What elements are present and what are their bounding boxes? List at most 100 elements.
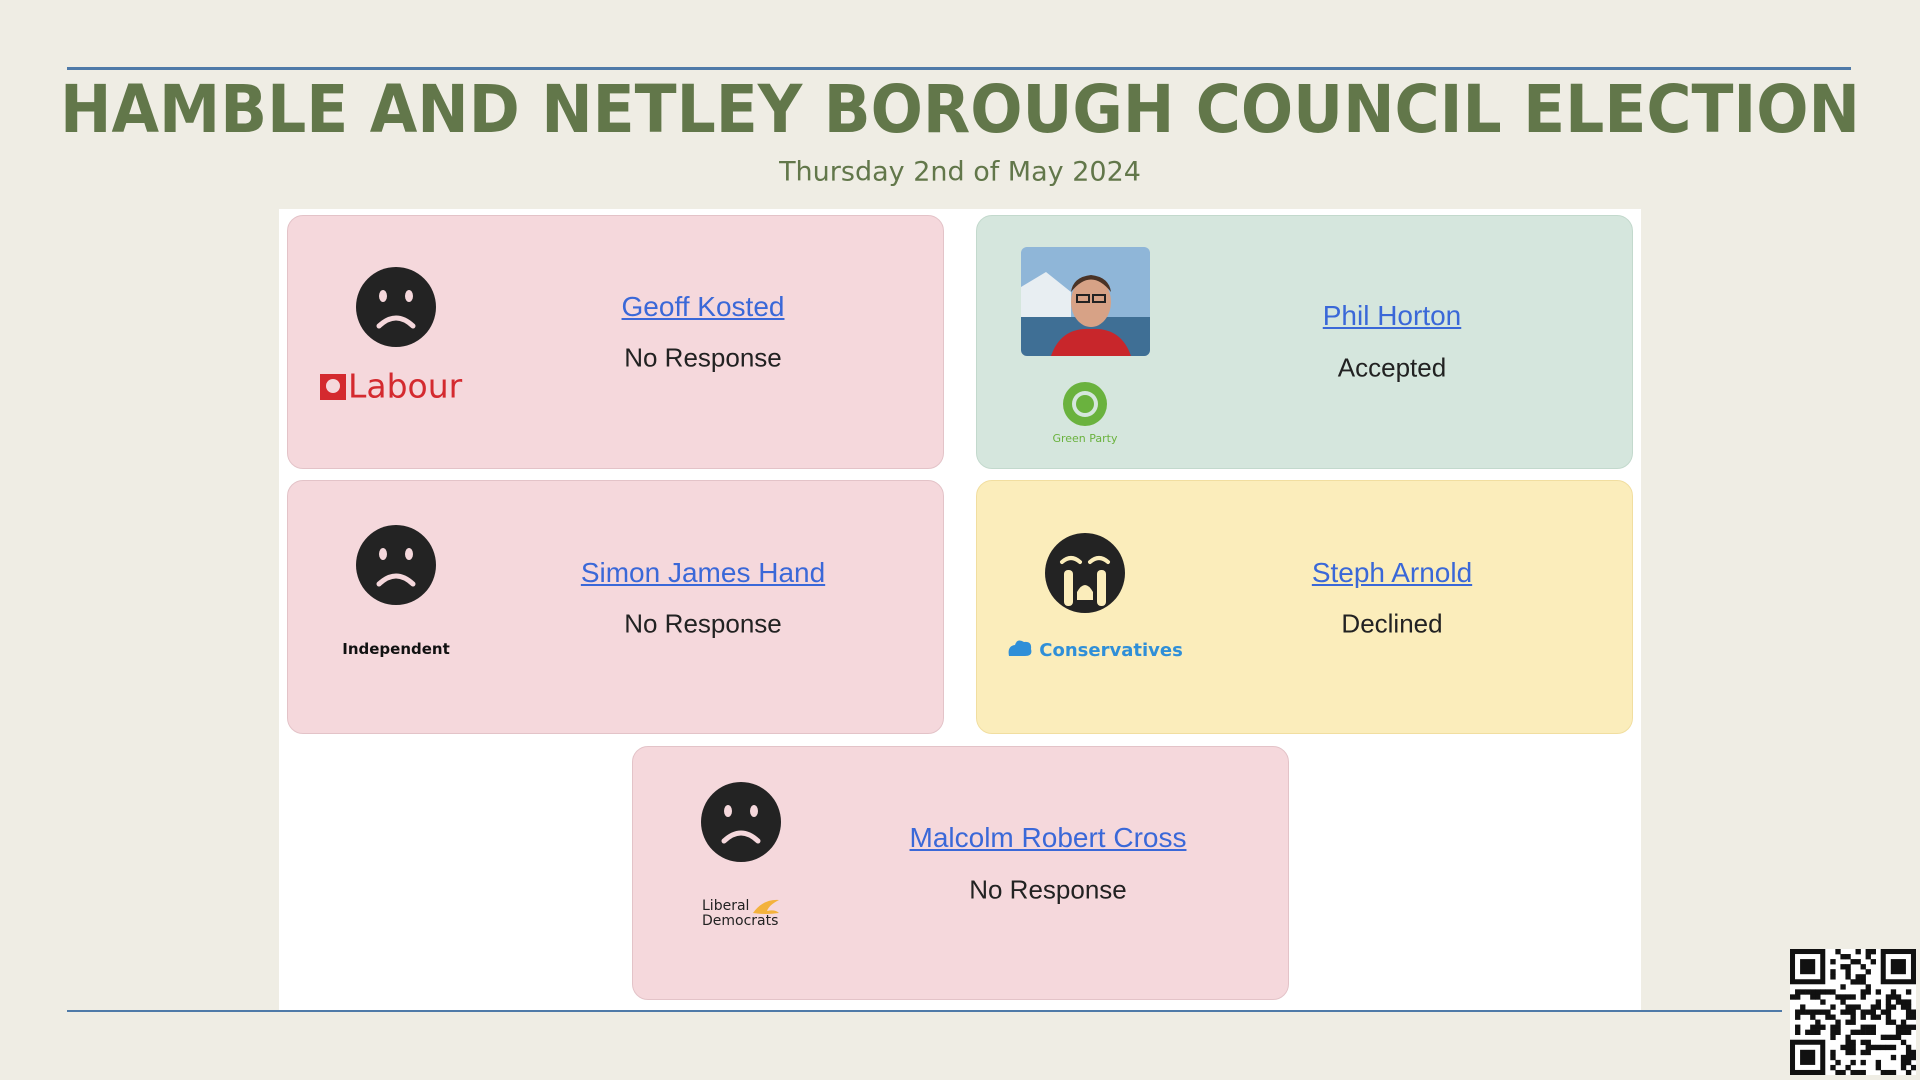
qr-module <box>1905 989 1912 995</box>
qr-module <box>1860 1039 1866 1046</box>
candidate-name[interactable]: Malcolm Robert Cross <box>909 822 1187 853</box>
qr-module <box>1910 1054 1916 1061</box>
qr-module <box>1835 994 1841 1000</box>
qr-module <box>1800 989 1806 995</box>
candidate-status: No Response <box>624 342 782 373</box>
qr-module <box>1795 1029 1801 1035</box>
qr-module <box>1845 964 1851 970</box>
qr-module <box>1850 959 1856 965</box>
header: HAMBLE AND NETLEY BOROUGH COUNCIL ELECTI… <box>60 72 1860 188</box>
qr-module <box>1845 1009 1851 1015</box>
qr-module <box>1825 989 1831 995</box>
qr-module <box>1845 969 1851 975</box>
qr-module <box>1870 949 1876 955</box>
qr-module <box>1810 1014 1816 1020</box>
qr-module <box>1795 994 1801 1000</box>
qr-module <box>1840 994 1846 1000</box>
qr-module <box>1905 999 1912 1005</box>
qr-module <box>1820 1024 1826 1030</box>
qr-module <box>1900 1054 1907 1061</box>
qr-module <box>1800 1009 1806 1015</box>
party-name: Independent <box>342 640 450 658</box>
qr-module <box>1900 1039 1907 1046</box>
qr-module <box>1850 1004 1856 1010</box>
qr-module <box>1840 984 1846 990</box>
qr-module <box>1870 1024 1876 1030</box>
bottom-rule <box>67 1010 1782 1012</box>
qr-module <box>1855 1029 1861 1035</box>
qr-module <box>1875 989 1882 995</box>
qr-module <box>1860 989 1866 995</box>
qr-module <box>1840 999 1846 1005</box>
qr-module <box>1860 974 1866 980</box>
qr-module <box>1855 979 1861 985</box>
qr-module <box>1885 1034 1892 1041</box>
qr-module <box>1885 1019 1892 1025</box>
qr-module <box>1845 1044 1851 1051</box>
party-name: Liberal Democrats <box>702 898 779 929</box>
qr-module <box>1905 1049 1912 1056</box>
qr-module <box>1860 1049 1866 1056</box>
qr-module <box>1875 1064 1882 1071</box>
qr-module <box>1870 1029 1876 1035</box>
qr-module <box>1795 1024 1801 1030</box>
qr-module <box>1850 1029 1856 1035</box>
qr-module <box>1855 1069 1861 1075</box>
qr-module <box>1890 959 1906 975</box>
qr-module <box>1835 949 1841 955</box>
candidate-name[interactable]: Phil Horton <box>1322 300 1462 331</box>
qr-module <box>1840 1069 1846 1075</box>
qr-module <box>1905 1069 1912 1075</box>
qr-module <box>1835 1069 1841 1075</box>
qr-module <box>1905 1059 1912 1066</box>
sad-icon <box>701 782 781 862</box>
qr-module <box>1850 1044 1856 1051</box>
qr-module <box>1865 1029 1871 1035</box>
qr-module <box>1840 1009 1846 1015</box>
qr-module <box>1850 1039 1856 1046</box>
qr-module <box>1910 1024 1916 1030</box>
qr-module <box>1860 1009 1866 1015</box>
qr-module <box>1865 1024 1871 1030</box>
qr-module <box>1905 1054 1912 1061</box>
qr-module <box>1895 1024 1902 1030</box>
qr-module <box>1850 1059 1856 1066</box>
qr-module <box>1820 1009 1826 1015</box>
candidate-name[interactable]: Steph Arnold <box>1311 557 1473 588</box>
qr-module <box>1875 1059 1882 1066</box>
qr-module <box>1870 1004 1876 1010</box>
qr-module <box>1810 1024 1816 1030</box>
qr-module <box>1855 949 1861 955</box>
qr-module <box>1800 959 1816 975</box>
candidate-photo <box>1021 247 1150 356</box>
qr-module <box>1880 1069 1887 1075</box>
qr-module <box>1895 994 1902 1000</box>
qr-module <box>1825 1009 1831 1015</box>
candidate-name[interactable]: Simon James Hand <box>580 557 826 588</box>
qr-module <box>1910 1014 1916 1020</box>
qr-module <box>1835 1029 1841 1035</box>
qr-module <box>1845 1049 1851 1056</box>
qr-module <box>1885 999 1892 1005</box>
qr-module <box>1845 974 1851 980</box>
qr-module <box>1845 1034 1851 1041</box>
qr-module <box>1860 979 1866 985</box>
qr-module <box>1815 989 1821 995</box>
qr-module <box>1840 964 1846 970</box>
qr-module <box>1865 954 1871 960</box>
qr-module <box>1815 1029 1821 1035</box>
qr-module <box>1810 1029 1816 1035</box>
qr-module <box>1865 989 1871 995</box>
qr-module <box>1830 1064 1836 1071</box>
candidate-status: No Response <box>969 874 1127 905</box>
candidate-status: Declined <box>1341 608 1443 639</box>
qr-module <box>1875 1004 1882 1010</box>
qr-module <box>1865 949 1871 955</box>
qr-module <box>1790 994 1796 1000</box>
sad-icon <box>356 525 436 605</box>
candidate-name[interactable]: Geoff Kosted <box>621 291 785 322</box>
qr-module <box>1865 969 1871 975</box>
qr-module <box>1805 1029 1811 1035</box>
qr-module <box>1815 1009 1821 1015</box>
qr-module <box>1860 1069 1866 1075</box>
